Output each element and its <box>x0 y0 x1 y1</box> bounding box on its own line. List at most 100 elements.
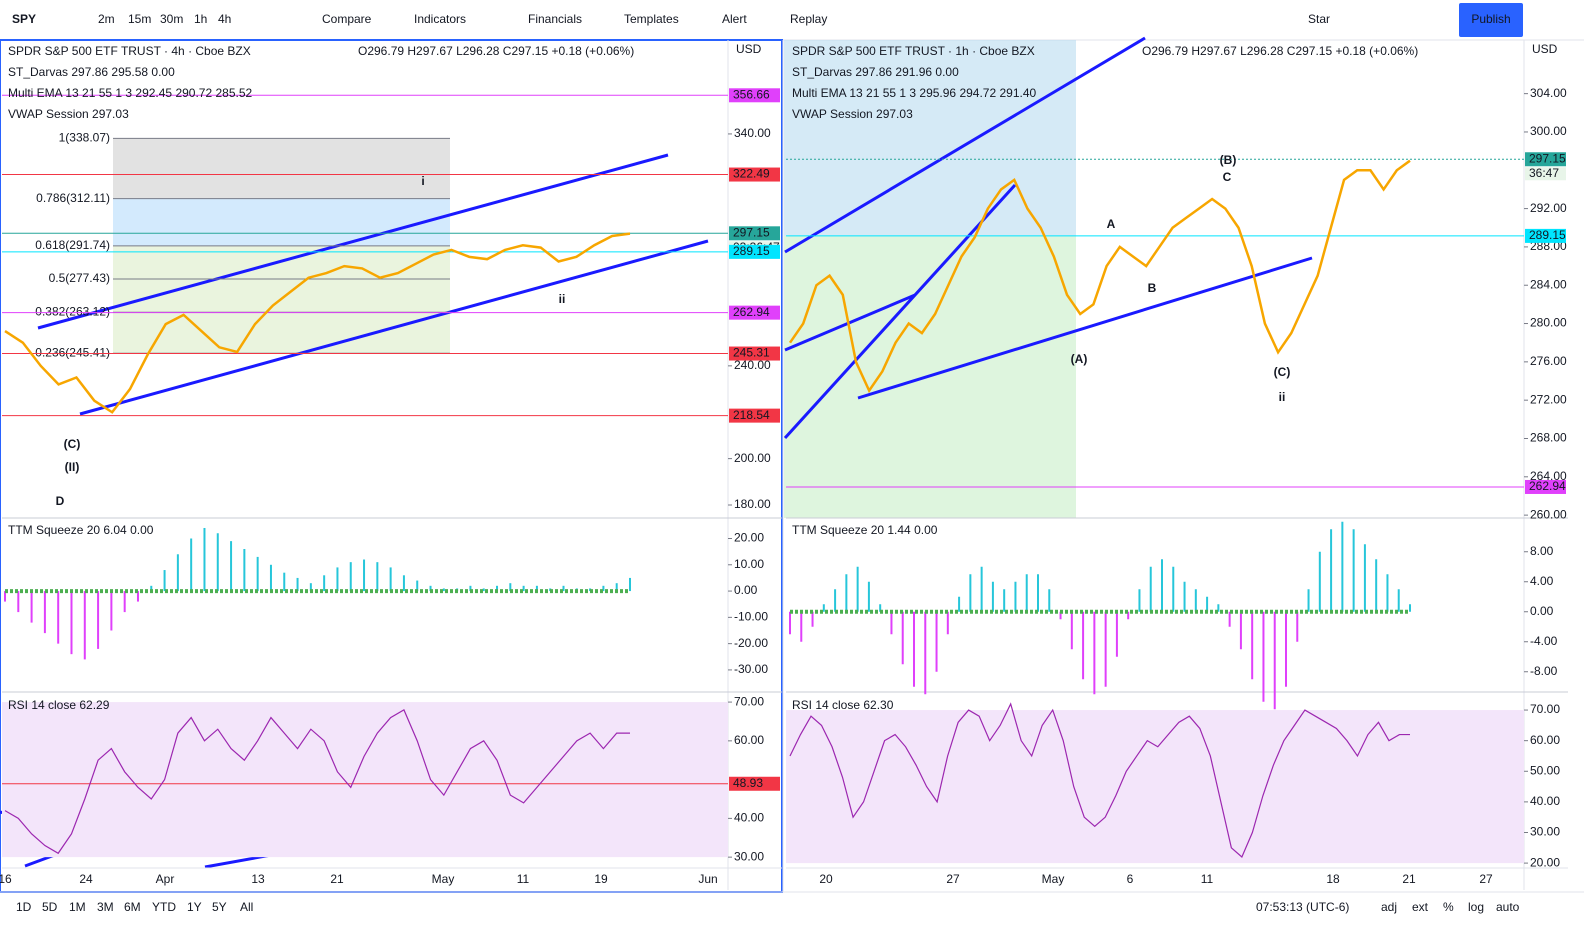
countdown-badge <box>1525 167 1566 181</box>
range-button[interactable]: 3M <box>97 900 114 914</box>
scale-option[interactable]: adj <box>1381 900 1397 914</box>
ttm-bar <box>17 591 20 613</box>
range-button[interactable]: 5Y <box>212 900 227 914</box>
top-toolbar <box>0 0 1584 40</box>
price-line <box>4 232 631 414</box>
fib-label: 0.618(291.74) <box>35 238 110 252</box>
y-tick-label: 30.00 <box>1530 825 1560 839</box>
scale-option[interactable]: % <box>1443 900 1454 914</box>
y-tick-label: 30.00 <box>734 849 764 863</box>
rsi-band <box>2 702 728 858</box>
toolbar-button[interactable]: Financials <box>528 12 582 26</box>
scale-option[interactable]: log <box>1468 900 1484 914</box>
y-tick-label: 10.00 <box>734 557 764 571</box>
ttm-bar <box>309 583 312 592</box>
toolbar-button[interactable]: Indicators <box>414 12 466 26</box>
fib-label: 0.5(277.43) <box>49 271 110 285</box>
interval-button[interactable]: 4h <box>218 12 231 26</box>
ttm-bar <box>845 574 848 612</box>
ttm-bar <box>163 570 166 592</box>
ttm-bar <box>1296 611 1299 642</box>
range-button[interactable]: 1M <box>69 900 86 914</box>
interval-button[interactable]: 30m <box>160 12 183 26</box>
time-label: 21 <box>1402 872 1416 886</box>
ttm-bar <box>1386 574 1389 612</box>
ttm-bar <box>1104 611 1107 687</box>
y-tick-label: 70.00 <box>1530 702 1560 716</box>
fib-label: 1(338.07) <box>59 131 110 145</box>
ttm-bar <box>269 564 272 592</box>
range-button[interactable]: All <box>240 900 253 914</box>
range-button[interactable]: 5D <box>42 900 58 914</box>
y-tick-label: 304.00 <box>1530 86 1567 100</box>
time-label: 27 <box>1479 872 1493 886</box>
ttm-bar <box>1285 611 1287 687</box>
time-label: 19 <box>594 872 608 886</box>
ttm-bar <box>991 581 994 612</box>
rsi-line <box>4 708 630 855</box>
wave-label: C <box>1223 170 1232 184</box>
y-tick-label: 20.00 <box>1530 855 1560 869</box>
price-badge <box>729 244 780 259</box>
ttm-bar <box>1375 559 1378 612</box>
symbol[interactable]: SPY <box>12 12 36 26</box>
ttm-bar <box>349 562 352 592</box>
star-button[interactable]: Star <box>1308 12 1330 26</box>
ttm-bar <box>176 554 179 592</box>
ttm-bar <box>1059 611 1062 620</box>
y-tick-label: 0.00 <box>734 583 758 597</box>
ttm-bar <box>1161 559 1163 612</box>
y-tick-label: 50.00 <box>1530 763 1560 777</box>
y-tick-label: 40.00 <box>734 811 764 825</box>
range-button[interactable]: YTD <box>152 900 176 914</box>
ttm-bar <box>879 604 882 612</box>
ohlc-values: O296.79 H297.67 L296.28 C297.15 +0.18 (+… <box>358 44 634 58</box>
interval-button[interactable]: 15m <box>128 12 151 26</box>
ttm-bar <box>1217 604 1220 612</box>
scale-option[interactable]: ext <box>1412 900 1429 914</box>
interval-button[interactable]: 2m <box>98 12 115 26</box>
ttm-bar <box>969 574 972 612</box>
ttm-bar <box>535 585 538 592</box>
ttm-legend: TTM Squeeze 20 6.04 0.00 <box>8 523 154 537</box>
interval-button[interactable]: 1h <box>194 12 207 26</box>
ttm-bar <box>283 572 286 592</box>
ttm-bar <box>1397 589 1400 612</box>
y-tick-label: 40.00 <box>1530 794 1560 808</box>
ttm-bar <box>811 611 814 627</box>
toolbar-button[interactable]: Compare <box>322 12 372 26</box>
publish-label[interactable]: Publish <box>1471 12 1510 26</box>
y-tick-label: 4.00 <box>1530 574 1554 588</box>
indicator-legend: VWAP Session 297.03 <box>792 107 913 121</box>
time-label: 11 <box>1201 872 1214 886</box>
price-badge-label: 322.49 <box>733 167 770 181</box>
y-tick-label: -8.00 <box>1530 664 1558 678</box>
price-badge <box>729 776 780 791</box>
range-button[interactable]: 6M <box>124 900 141 914</box>
publish-button[interactable] <box>1459 3 1523 37</box>
ttm-bar <box>402 575 405 592</box>
toolbar-button[interactable]: Alert <box>722 12 747 26</box>
ttm-bar <box>629 577 631 592</box>
price-badge-label: 48.93 <box>733 776 763 790</box>
scale-option[interactable]: auto <box>1496 900 1520 914</box>
price-badge <box>729 88 780 103</box>
range-button[interactable]: 1Y <box>187 900 202 914</box>
fib-label: 0.236(245.41) <box>35 345 110 359</box>
ttm-bar <box>913 611 915 687</box>
clock: 07:53:13 (UTC-6) <box>1256 900 1349 914</box>
toolbar-button[interactable]: Replay <box>790 12 827 26</box>
wave-label: (C) <box>64 437 81 451</box>
ttm-bar <box>615 583 618 592</box>
rsi-legend: RSI 14 close 62.30 <box>792 698 894 712</box>
wave-label: (II) <box>65 460 80 474</box>
rsi-line <box>789 702 1410 858</box>
toolbar-button[interactable]: Templates <box>624 12 679 26</box>
indicator-legend: Multi EMA 13 21 55 1 3 295.96 294.72 291… <box>792 86 1037 100</box>
price-badge <box>1525 479 1566 494</box>
fib-label: 0.382(263.12) <box>35 304 110 318</box>
ttm-bar <box>416 580 419 592</box>
wave-label: i <box>421 174 424 188</box>
range-button[interactable]: 1D <box>16 900 32 914</box>
ttm-bar <box>980 566 983 612</box>
